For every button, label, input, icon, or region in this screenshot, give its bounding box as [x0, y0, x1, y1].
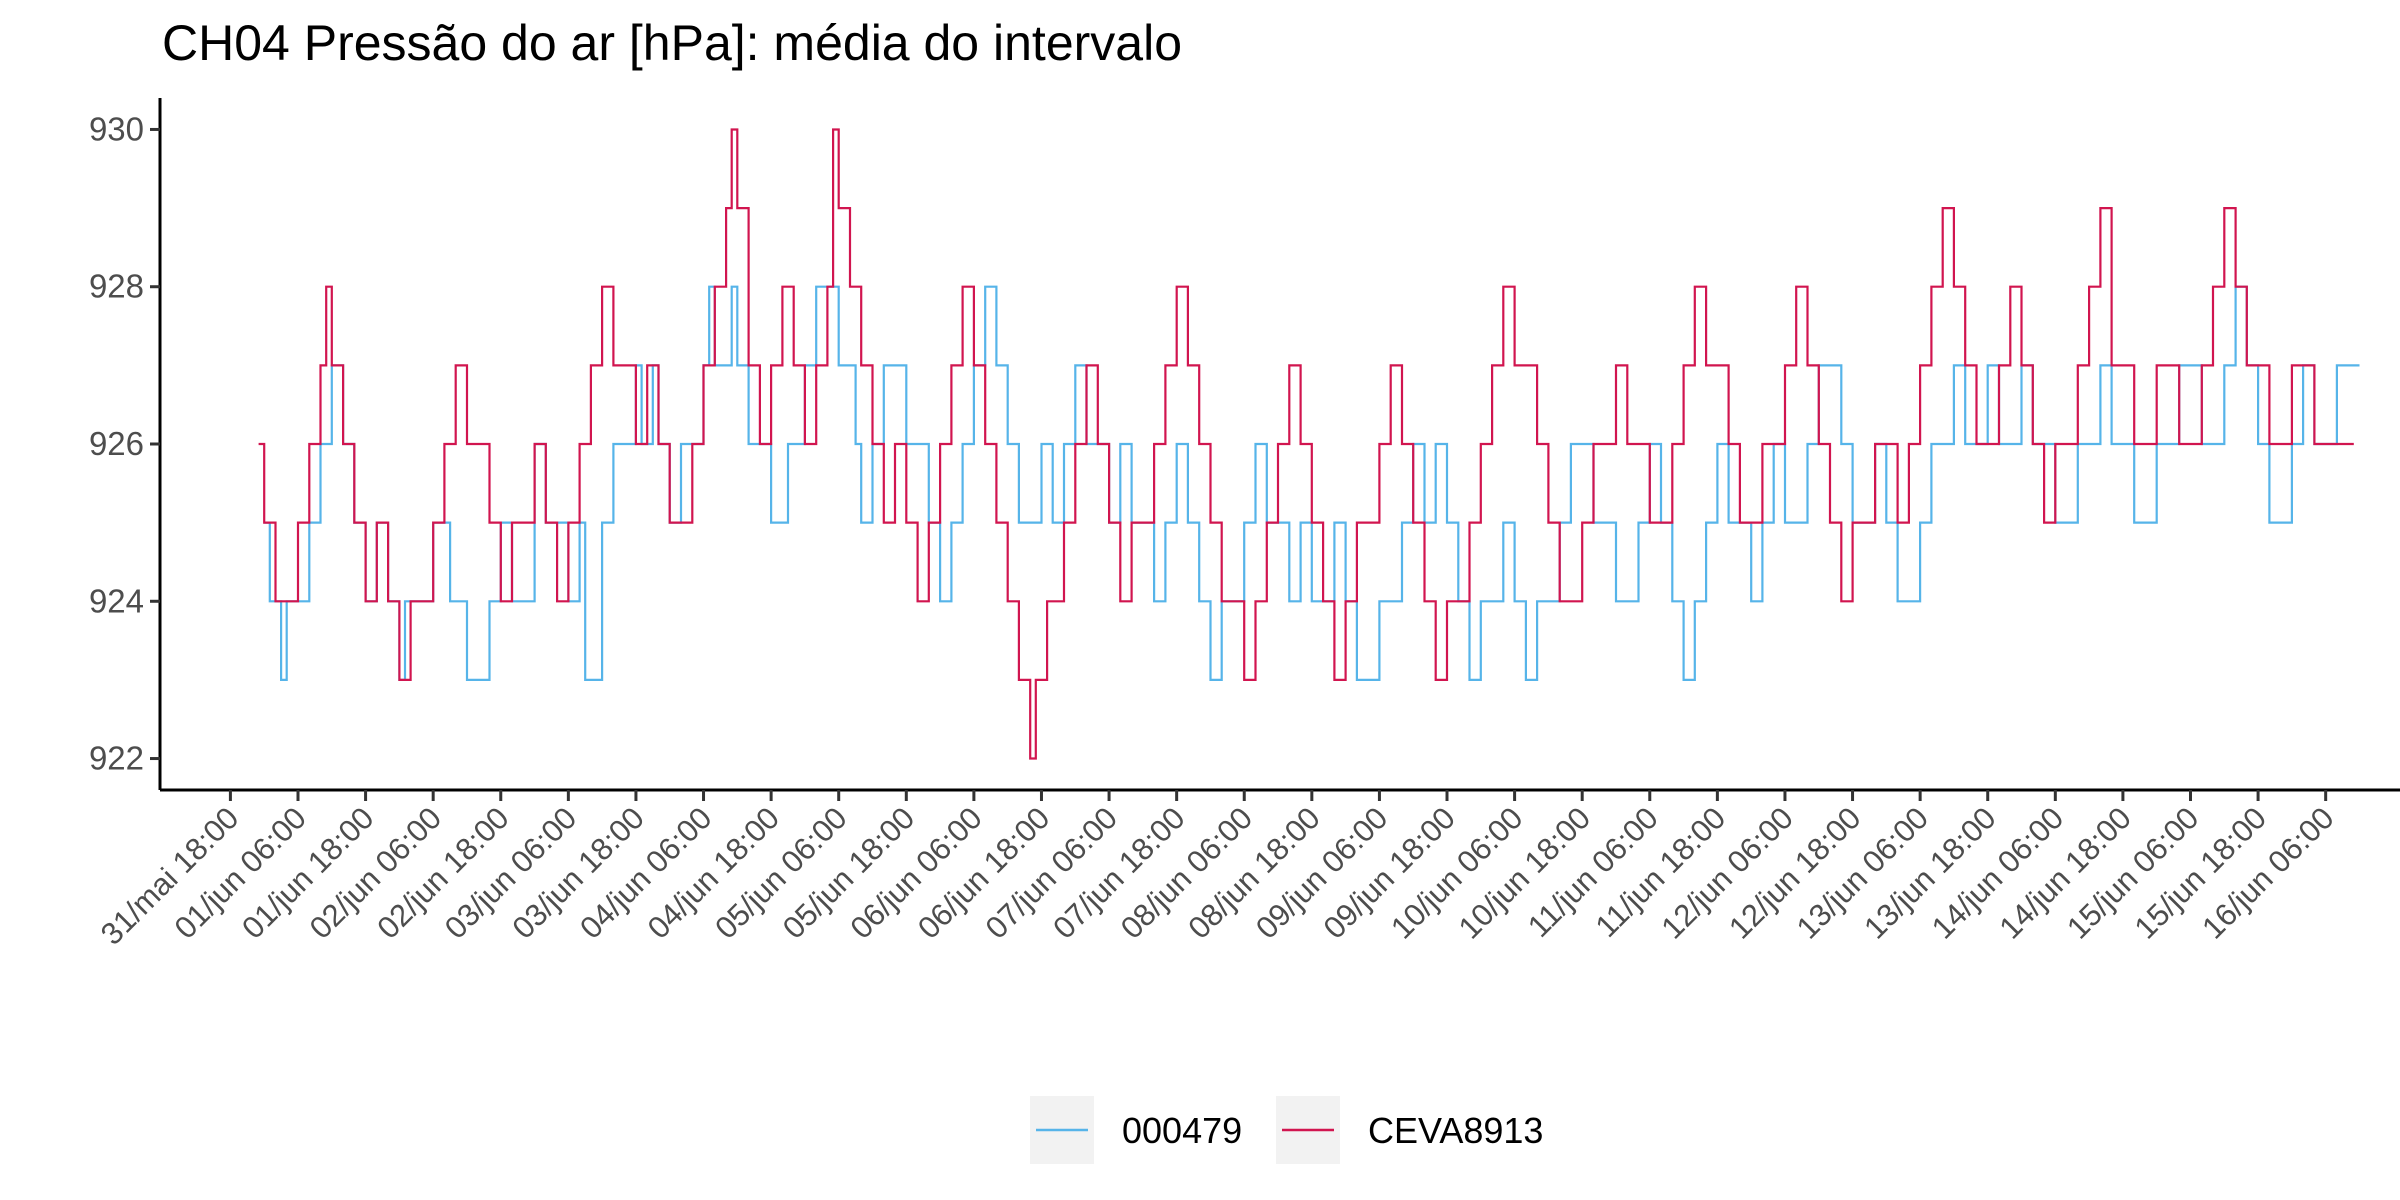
y-tick-label: 926: [89, 425, 144, 462]
legend-label: CEVA8913: [1368, 1110, 1543, 1151]
series-line-0: [264, 285, 2360, 681]
y-axis: 922 924 926 928 930: [89, 110, 160, 777]
y-tick-label: 922: [89, 740, 144, 777]
chart-title: CH04 Pressão do ar [hPa]: média do inter…: [162, 15, 1182, 71]
legend-label: 000479: [1122, 1110, 1242, 1151]
y-tick-label: 924: [89, 582, 144, 619]
series-line-1: [258, 128, 2354, 760]
y-tick-label: 930: [89, 110, 144, 147]
y-tick-label: 928: [89, 268, 144, 305]
legend: 000479 CEVA8913: [1030, 1096, 1543, 1164]
plot-area: [258, 128, 2360, 760]
